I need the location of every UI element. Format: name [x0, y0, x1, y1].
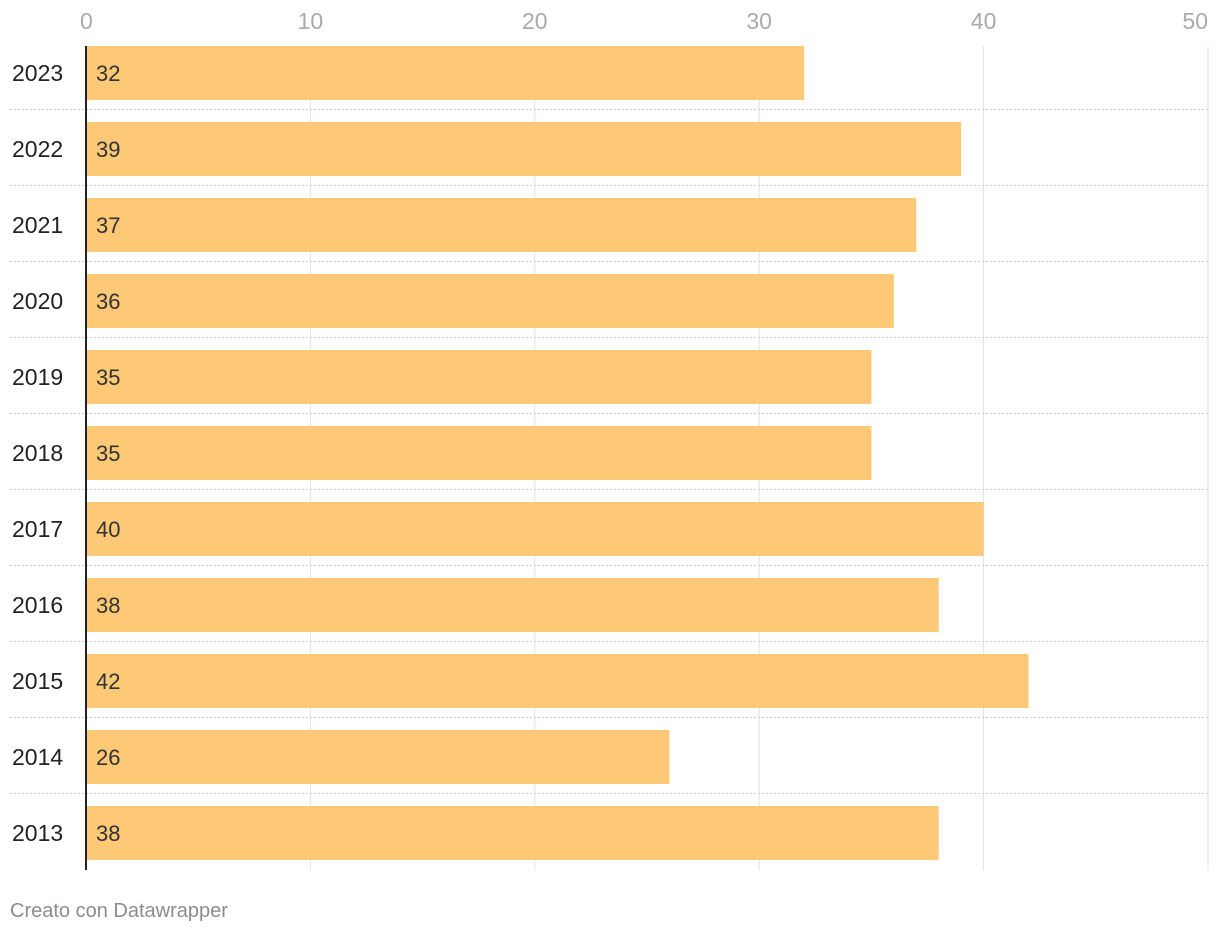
bar-chart: 0 10 20 30 40 50 2023 32 2022 39 2021 37 2020 36 2019…	[10, 8, 1209, 870]
bar-2015	[86, 654, 1029, 708]
bar-2022	[86, 122, 962, 176]
value-label-2022: 39	[96, 137, 120, 162]
bar-2023	[86, 46, 805, 100]
value-label-2015: 42	[96, 669, 120, 694]
x-tick-label: 40	[971, 8, 997, 34]
bar-2017	[86, 502, 984, 556]
value-label-2020: 36	[96, 289, 120, 314]
labels: 2023 32 2022 39 2021 37 2020 36 2019 35 2018 35 2017…	[12, 60, 120, 846]
value-label-2016: 38	[96, 593, 120, 618]
category-label-2016: 2016	[12, 592, 63, 618]
bar-2013	[86, 806, 939, 860]
category-label-2021: 2021	[12, 212, 63, 238]
category-label-2013: 2013	[12, 820, 63, 846]
x-tick-label: 10	[298, 8, 324, 34]
category-label-2018: 2018	[12, 440, 63, 466]
value-label-2014: 26	[96, 745, 120, 770]
category-label-2023: 2023	[12, 60, 63, 86]
value-label-2013: 38	[96, 821, 120, 846]
value-label-2018: 35	[96, 441, 120, 466]
footer-credit: Creato con Datawrapper	[10, 900, 228, 922]
bar-2021	[86, 198, 917, 252]
bar-2016	[86, 578, 939, 632]
x-tick-label: 20	[522, 8, 548, 34]
bar-2020	[86, 274, 894, 328]
bar-2019	[86, 350, 872, 404]
bar-2018	[86, 426, 872, 480]
value-label-2023: 32	[96, 61, 120, 86]
category-label-2019: 2019	[12, 364, 63, 390]
value-label-2017: 40	[96, 517, 120, 542]
x-tick-label: 0	[80, 8, 93, 34]
bar-2014	[86, 730, 670, 784]
category-label-2020: 2020	[12, 288, 63, 314]
category-label-2014: 2014	[12, 744, 63, 770]
category-label-2015: 2015	[12, 668, 63, 694]
category-label-2022: 2022	[12, 136, 63, 162]
value-label-2019: 35	[96, 365, 120, 390]
x-tick-label: 30	[746, 8, 772, 34]
x-axis-ticks: 0 10 20 30 40 50	[80, 8, 1208, 34]
x-tick-label: 50	[1182, 8, 1208, 34]
bars	[86, 46, 1029, 860]
value-label-2021: 37	[96, 213, 120, 238]
category-label-2017: 2017	[12, 516, 63, 542]
